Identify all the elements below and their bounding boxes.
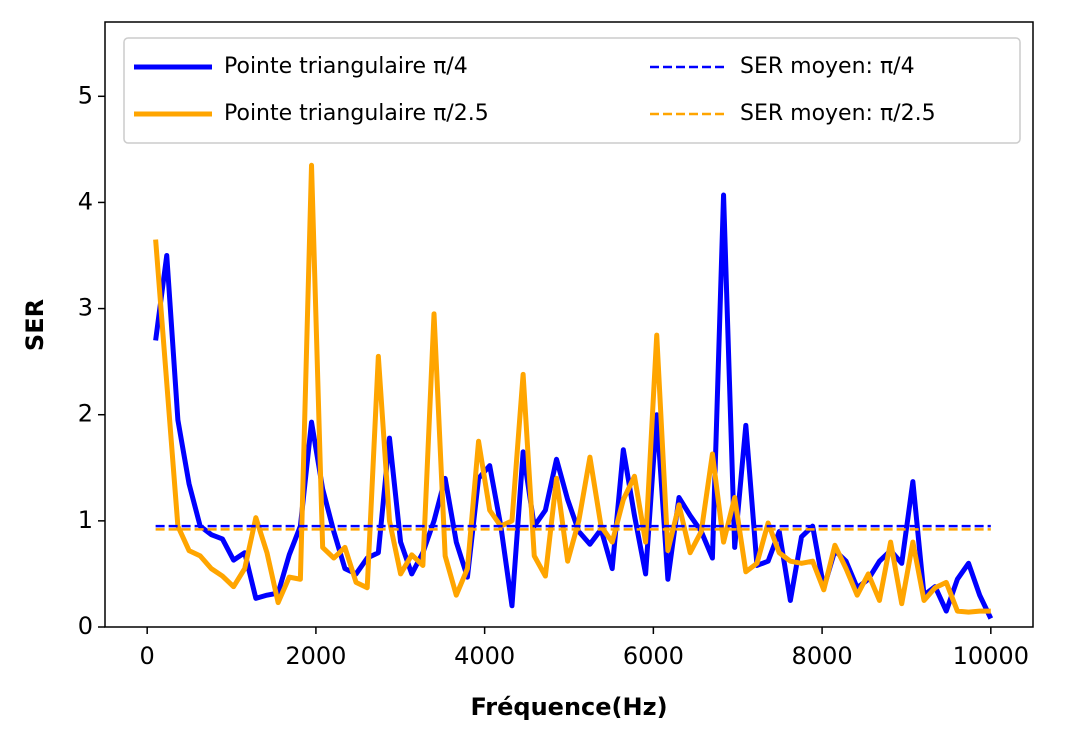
x-tick-label: 0 xyxy=(140,642,155,670)
series-line xyxy=(153,162,991,615)
x-tick-label: 8000 xyxy=(792,642,853,670)
x-tick-label: 10000 xyxy=(953,642,1029,670)
x-tick-label: 6000 xyxy=(623,642,684,670)
y-axis-label: SER xyxy=(21,299,49,351)
plot-frame xyxy=(104,21,1034,628)
legend-box xyxy=(123,37,1021,144)
y-tick-label: 3 xyxy=(78,294,93,322)
y-tick-label: 1 xyxy=(78,506,93,534)
x-tick-label: 4000 xyxy=(454,642,515,670)
y-tick-label: 4 xyxy=(78,187,93,215)
x-tick-label: 2000 xyxy=(285,642,346,670)
series-line xyxy=(153,192,994,620)
x-axis-label: Fréquence(Hz) xyxy=(470,693,667,721)
legend-label: Pointe triangulaire π/4 xyxy=(224,54,468,79)
y-tick-label: 5 xyxy=(78,81,93,109)
legend-label: SER moyen: π/2.5 xyxy=(740,101,936,126)
y-tick-label: 0 xyxy=(78,612,93,640)
legend-label: SER moyen: π/4 xyxy=(740,54,915,79)
y-tick-label: 2 xyxy=(78,400,93,428)
legend-label: Pointe triangulaire π/2.5 xyxy=(224,101,489,126)
